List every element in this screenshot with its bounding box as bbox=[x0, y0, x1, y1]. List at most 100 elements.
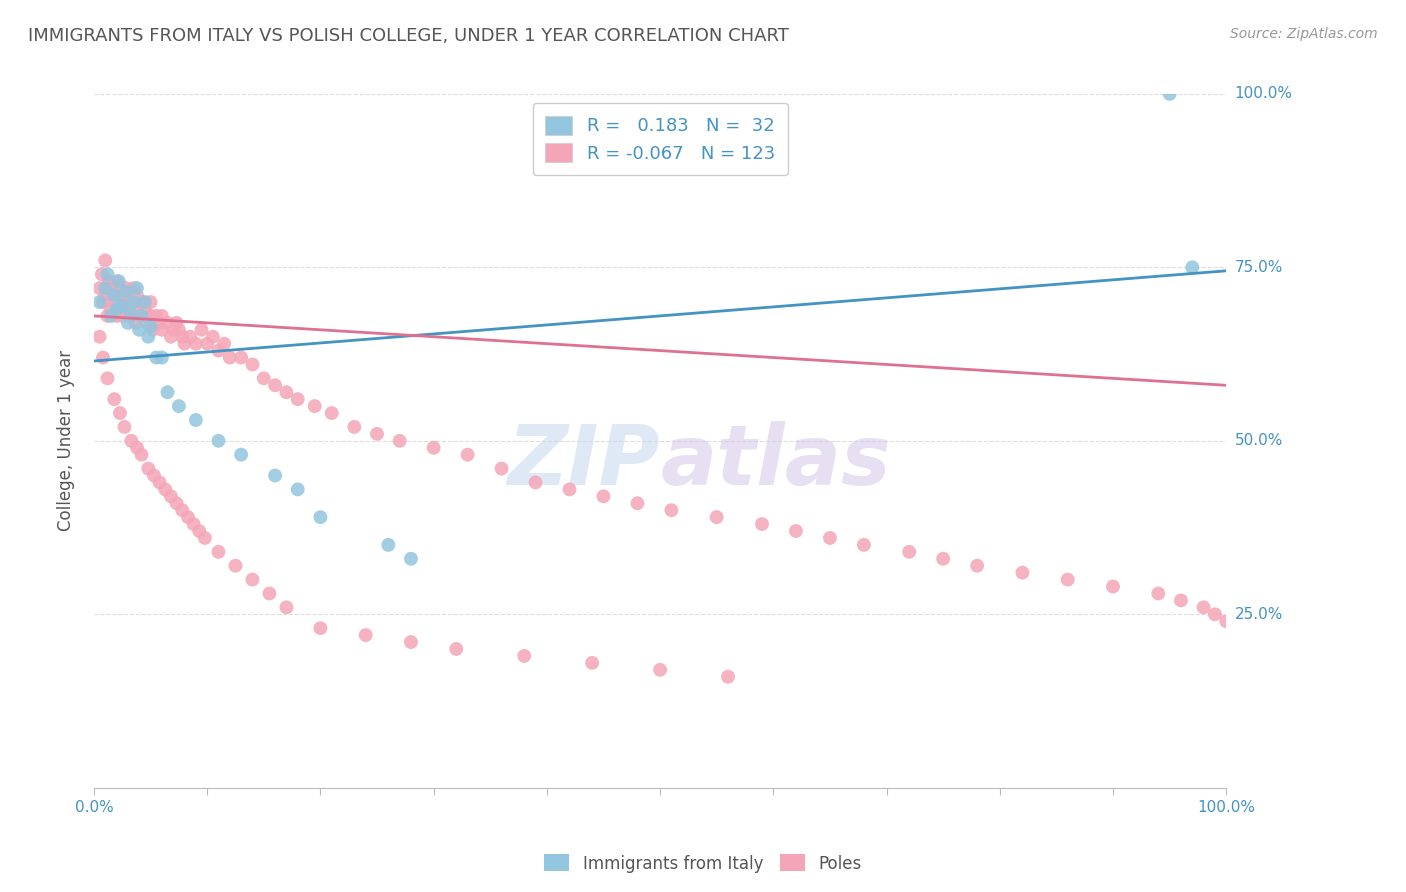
Point bbox=[717, 670, 740, 684]
Point bbox=[184, 413, 207, 427]
Point bbox=[457, 448, 479, 462]
Point bbox=[117, 288, 139, 302]
Text: 50.0%: 50.0% bbox=[1234, 434, 1282, 449]
Point bbox=[661, 503, 683, 517]
Point bbox=[136, 329, 159, 343]
Point bbox=[1170, 593, 1192, 607]
Point bbox=[231, 351, 253, 365]
Text: 100.0%: 100.0% bbox=[1234, 87, 1292, 102]
Point bbox=[103, 392, 125, 407]
Point bbox=[231, 448, 253, 462]
Point bbox=[224, 558, 246, 573]
Point bbox=[207, 434, 229, 448]
Point bbox=[139, 319, 162, 334]
Point bbox=[134, 295, 156, 310]
Text: 25.0%: 25.0% bbox=[1234, 607, 1282, 622]
Point bbox=[108, 406, 131, 420]
Point bbox=[122, 295, 145, 310]
Point bbox=[145, 309, 167, 323]
Point bbox=[1204, 607, 1226, 622]
Point bbox=[131, 309, 153, 323]
Point bbox=[366, 426, 388, 441]
Point bbox=[128, 309, 150, 323]
Point bbox=[117, 316, 139, 330]
Point bbox=[524, 475, 547, 490]
Point bbox=[513, 648, 536, 663]
Point bbox=[150, 351, 173, 365]
Point bbox=[131, 295, 153, 310]
Point bbox=[89, 281, 111, 295]
Point bbox=[1056, 573, 1078, 587]
Point bbox=[818, 531, 841, 545]
Point bbox=[190, 323, 212, 337]
Point bbox=[166, 496, 188, 510]
Point bbox=[100, 309, 122, 323]
Point bbox=[321, 406, 343, 420]
Point bbox=[626, 496, 648, 510]
Point bbox=[422, 441, 444, 455]
Point bbox=[111, 298, 134, 312]
Point bbox=[183, 517, 205, 532]
Point bbox=[354, 628, 377, 642]
Point bbox=[177, 510, 200, 524]
Point bbox=[1181, 260, 1204, 275]
Point bbox=[706, 510, 728, 524]
Point bbox=[179, 329, 201, 343]
Point bbox=[287, 483, 309, 497]
Point bbox=[96, 309, 118, 323]
Point bbox=[108, 281, 131, 295]
Point bbox=[852, 538, 875, 552]
Point bbox=[136, 316, 159, 330]
Text: IMMIGRANTS FROM ITALY VS POLISH COLLEGE, UNDER 1 YEAR CORRELATION CHART: IMMIGRANTS FROM ITALY VS POLISH COLLEGE,… bbox=[28, 27, 789, 45]
Point bbox=[125, 441, 148, 455]
Point bbox=[96, 371, 118, 385]
Point bbox=[184, 336, 207, 351]
Text: Source: ZipAtlas.com: Source: ZipAtlas.com bbox=[1230, 27, 1378, 41]
Point bbox=[1011, 566, 1033, 580]
Point bbox=[212, 336, 235, 351]
Point bbox=[150, 323, 173, 337]
Point bbox=[120, 305, 142, 319]
Point bbox=[932, 551, 955, 566]
Point bbox=[194, 531, 217, 545]
Point bbox=[166, 316, 188, 330]
Point bbox=[100, 281, 122, 295]
Point bbox=[139, 309, 162, 323]
Point bbox=[167, 399, 190, 413]
Point bbox=[108, 301, 131, 316]
Point bbox=[188, 524, 211, 538]
Point bbox=[377, 538, 399, 552]
Point bbox=[125, 288, 148, 302]
Point bbox=[898, 545, 921, 559]
Point bbox=[309, 510, 332, 524]
Point bbox=[172, 503, 194, 517]
Legend: R =   0.183   N =  32, R = -0.067   N = 123: R = 0.183 N = 32, R = -0.067 N = 123 bbox=[533, 103, 787, 175]
Point bbox=[114, 295, 136, 310]
Point bbox=[131, 448, 153, 462]
Point bbox=[173, 336, 195, 351]
Point bbox=[120, 434, 142, 448]
Point bbox=[90, 267, 112, 281]
Point bbox=[966, 558, 988, 573]
Point bbox=[558, 483, 581, 497]
Point bbox=[253, 371, 276, 385]
Point bbox=[122, 301, 145, 316]
Point bbox=[276, 385, 298, 400]
Point bbox=[259, 586, 281, 600]
Point bbox=[94, 281, 117, 295]
Point bbox=[131, 309, 153, 323]
Point bbox=[785, 524, 807, 538]
Point bbox=[581, 656, 603, 670]
Point bbox=[100, 301, 122, 316]
Point bbox=[142, 468, 165, 483]
Point bbox=[91, 295, 114, 310]
Point bbox=[89, 329, 111, 343]
Point bbox=[207, 343, 229, 358]
Point bbox=[751, 517, 773, 532]
Point bbox=[172, 329, 194, 343]
Point bbox=[160, 489, 183, 503]
Point bbox=[195, 336, 218, 351]
Point bbox=[120, 309, 142, 323]
Point bbox=[114, 281, 136, 295]
Point bbox=[148, 316, 170, 330]
